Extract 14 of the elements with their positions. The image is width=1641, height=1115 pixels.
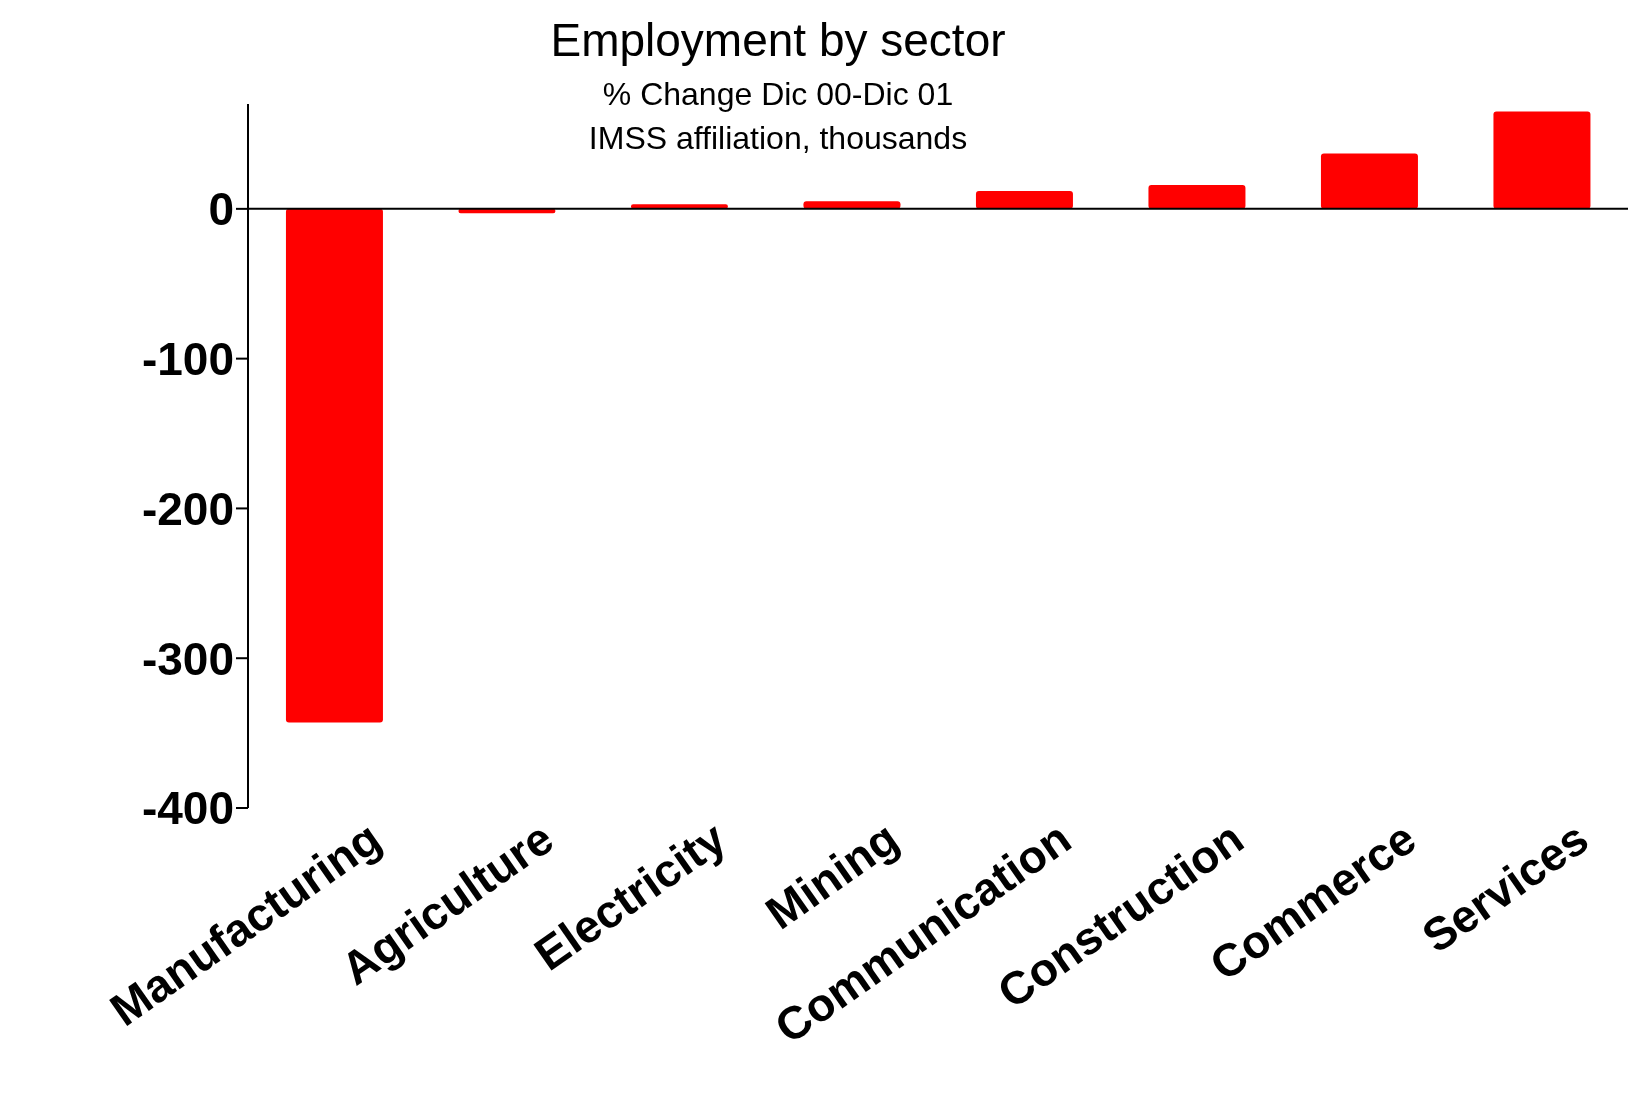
y-tick-label: -200 <box>141 482 234 535</box>
bar <box>1320 153 1418 209</box>
bar <box>803 201 901 209</box>
y-tick-label: -400 <box>141 782 234 835</box>
chart-title: Employment by sector <box>549 13 1007 68</box>
y-tick-label: 0 <box>208 183 234 236</box>
bar <box>975 190 1073 209</box>
y-tick-label: -100 <box>141 332 234 385</box>
bar <box>285 208 383 723</box>
chart-subtitle: % Change Dic 00-Dic 01 <box>601 75 955 114</box>
annotation: IMSS affiliation, thousands <box>587 119 969 158</box>
bar <box>1493 111 1591 209</box>
bar <box>1148 184 1246 209</box>
y-tick-label: -300 <box>141 632 234 685</box>
